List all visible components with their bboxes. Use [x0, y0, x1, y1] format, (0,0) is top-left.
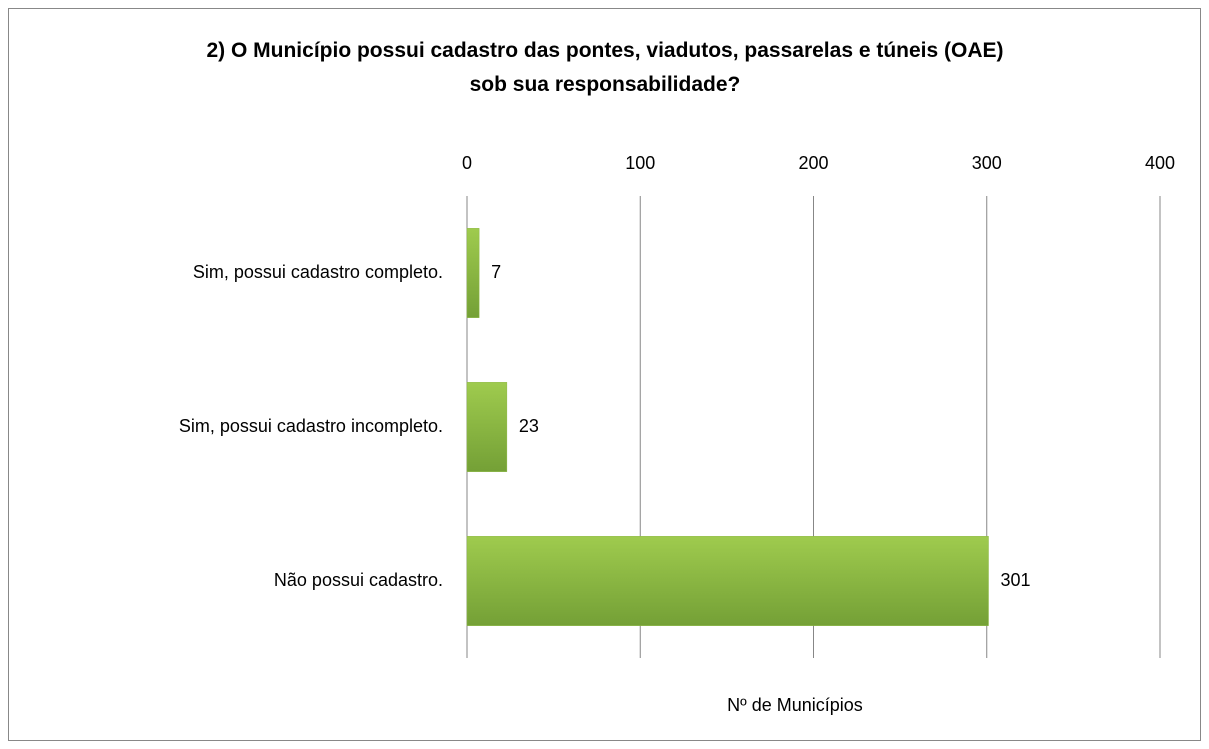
bar — [466, 382, 508, 472]
x-tick-label: 100 — [625, 153, 655, 173]
y-tick-label: Sim, possui cadastro completo. — [193, 262, 443, 282]
chart-title: 2) O Município possui cadastro das ponte… — [206, 39, 1004, 96]
y-tick-label: Sim, possui cadastro incompleto. — [179, 416, 443, 436]
data-label: 7 — [491, 262, 501, 282]
bar — [466, 228, 480, 318]
x-tick-label: 400 — [1145, 153, 1175, 173]
bar — [466, 536, 989, 626]
x-tick-label: 300 — [972, 153, 1002, 173]
y-tick-label: Não possui cadastro. — [274, 570, 443, 590]
data-label: 23 — [519, 416, 539, 436]
x-tick-label: 0 — [462, 153, 472, 173]
x-tick-label: 200 — [798, 153, 828, 173]
chart-frame — [8, 8, 1201, 741]
data-label: 301 — [1000, 570, 1030, 590]
x-axis-label: Nº de Municípios — [727, 695, 863, 715]
